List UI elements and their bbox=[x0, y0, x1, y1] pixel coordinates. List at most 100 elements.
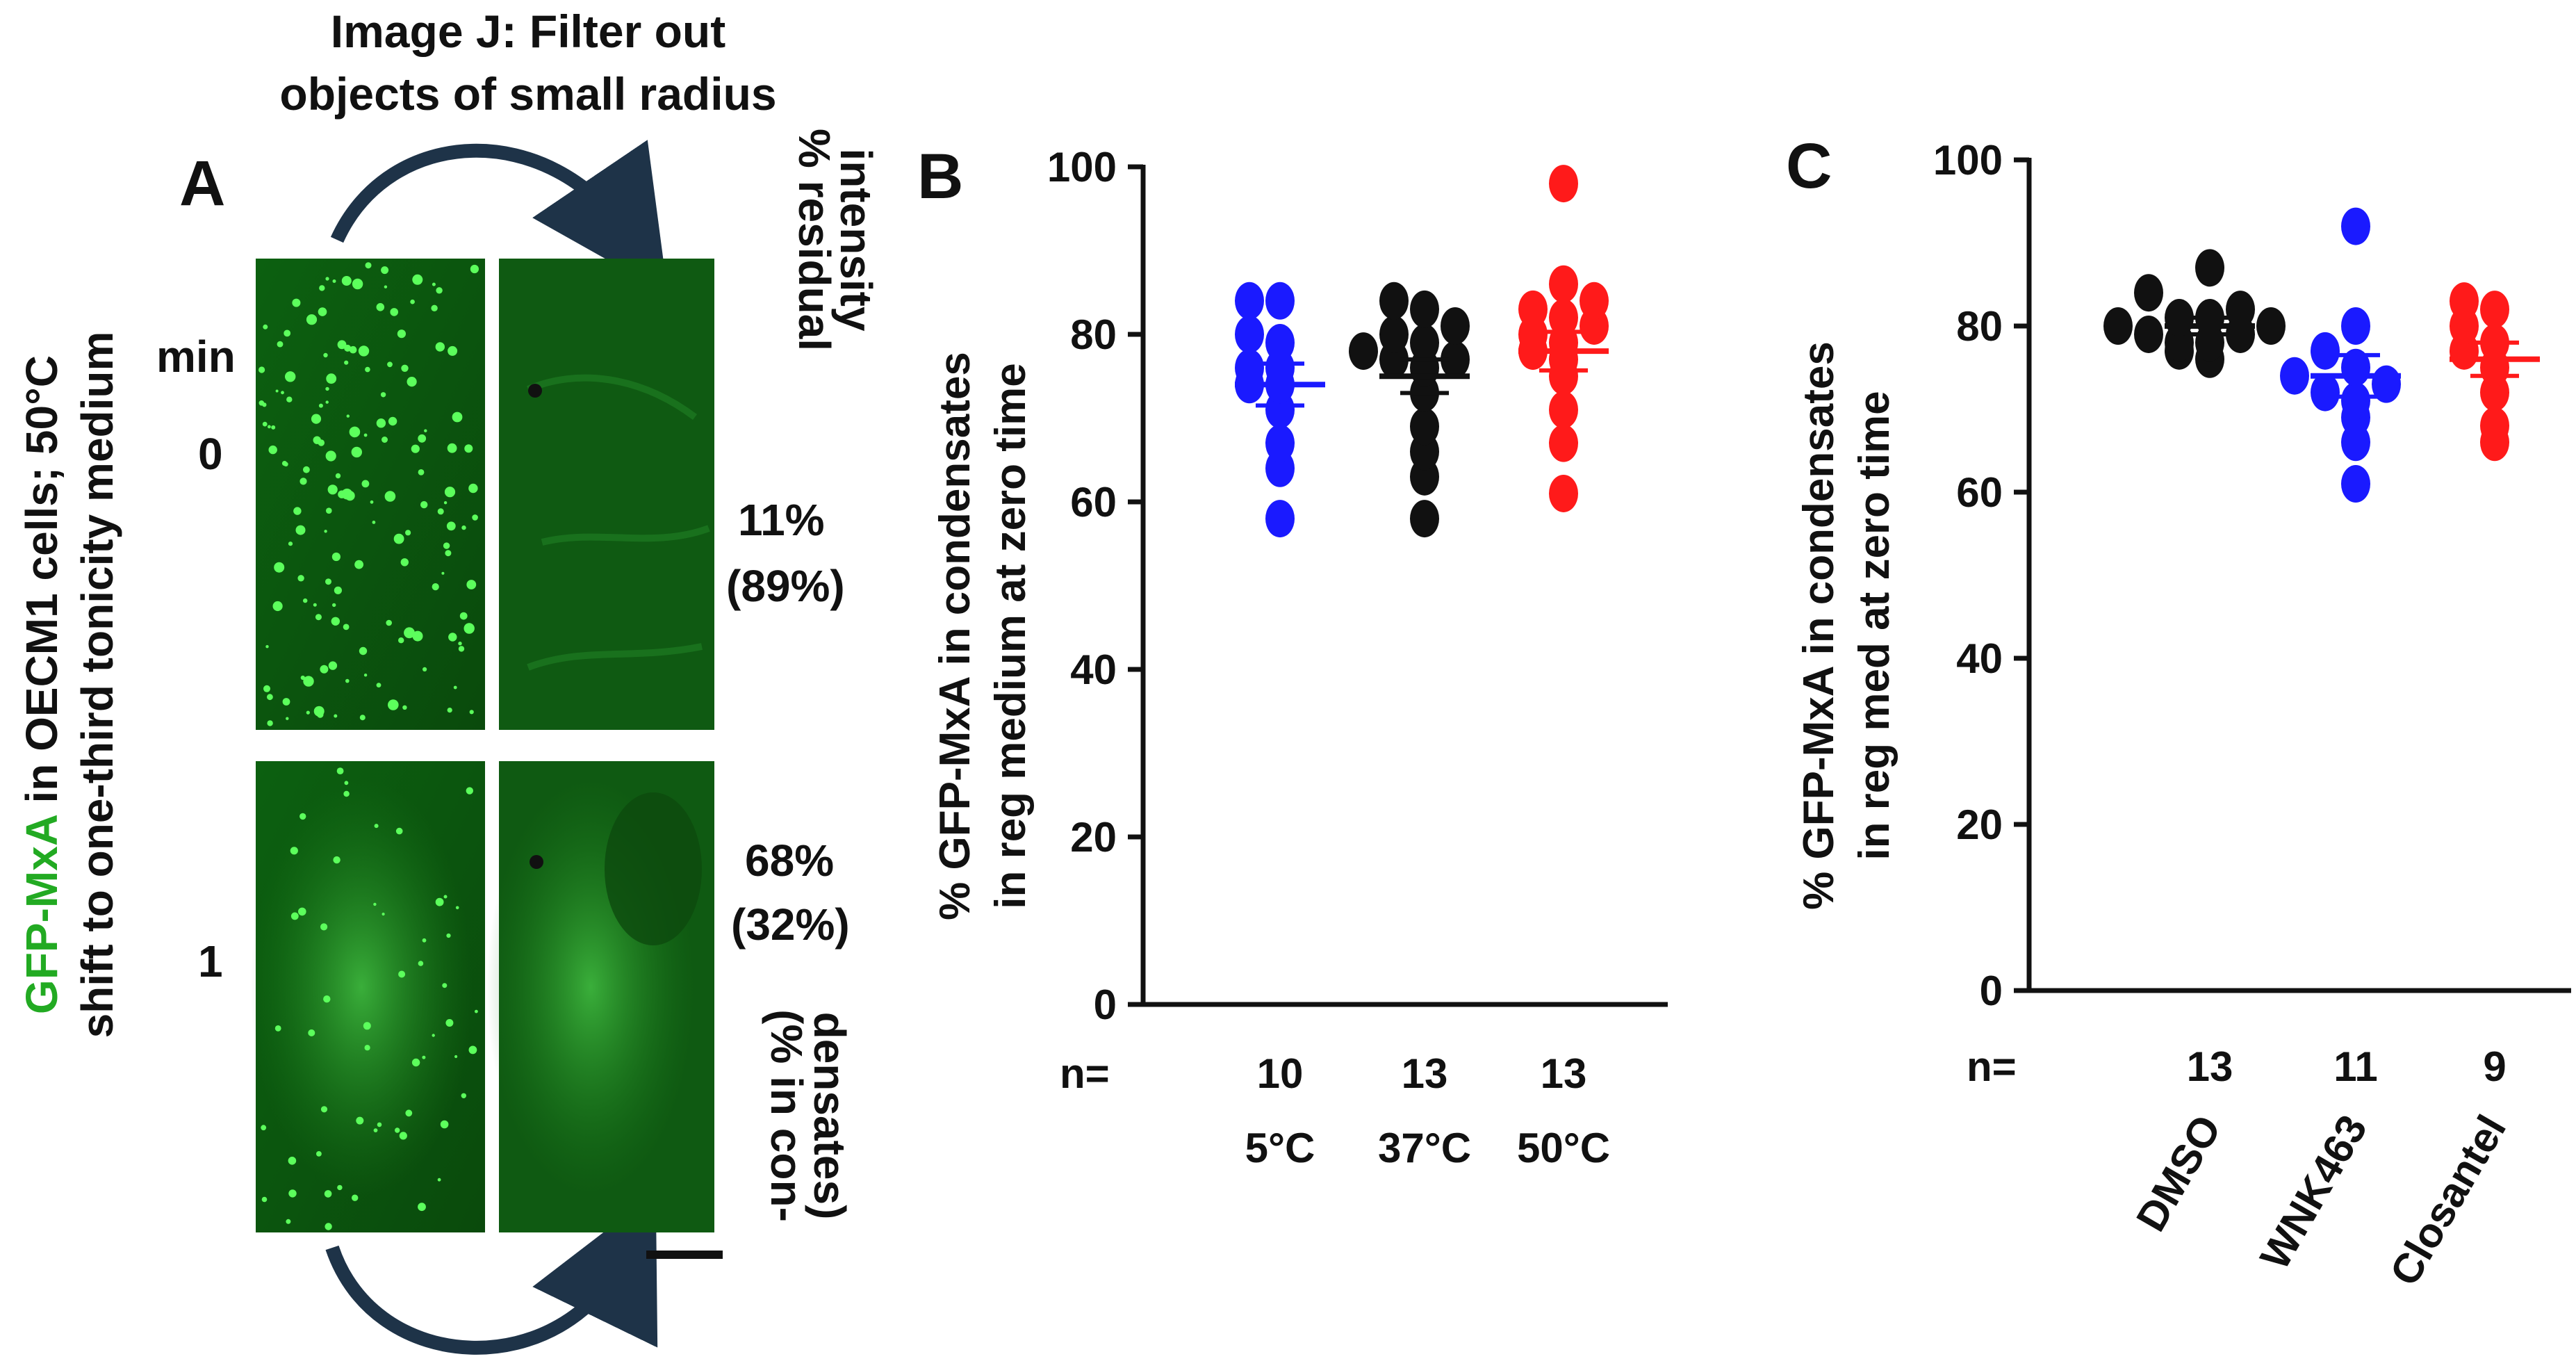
punctum bbox=[445, 1019, 454, 1027]
row1-residual: 68% bbox=[745, 836, 834, 886]
punctum bbox=[261, 1196, 268, 1203]
punctum bbox=[455, 906, 459, 910]
punctum bbox=[267, 720, 273, 726]
punctum bbox=[335, 473, 341, 479]
punctum bbox=[343, 790, 350, 797]
punctum bbox=[441, 571, 445, 575]
punctum bbox=[274, 1025, 281, 1032]
chart-c: 0 20 40 60 80 100 n= 13 DMSO 11 WNK463 9 Closantel bbox=[1933, 137, 2571, 1293]
dark-region-row1 bbox=[605, 792, 702, 945]
y-tick-label: 100 bbox=[1047, 144, 1117, 190]
data-point bbox=[2311, 332, 2340, 370]
punctum bbox=[418, 434, 427, 443]
punctum bbox=[300, 675, 305, 681]
data-point bbox=[2311, 373, 2340, 412]
punctum bbox=[341, 488, 353, 500]
punctum bbox=[265, 645, 269, 649]
punctum bbox=[424, 429, 427, 432]
n-value: 9 bbox=[2483, 1043, 2506, 1090]
top-arrow bbox=[330, 140, 668, 294]
punctum bbox=[453, 685, 457, 690]
data-point bbox=[1265, 424, 1295, 462]
gfp-mxa-green-label: GFP-MxA bbox=[17, 815, 67, 1014]
punctum bbox=[268, 445, 277, 455]
data-point bbox=[1580, 282, 1609, 320]
punctum bbox=[384, 491, 396, 502]
punctum bbox=[390, 308, 398, 316]
punctum bbox=[402, 705, 407, 710]
punctum bbox=[468, 1045, 477, 1054]
n-value: 13 bbox=[2187, 1043, 2233, 1090]
punctum bbox=[470, 264, 479, 274]
punctum bbox=[447, 708, 452, 713]
y-tick-label: 60 bbox=[1956, 469, 2003, 516]
punctum bbox=[463, 623, 475, 634]
y-tick-label: 0 bbox=[1980, 968, 2003, 1014]
data-point bbox=[1410, 324, 1439, 362]
punctum bbox=[325, 400, 329, 404]
punctum bbox=[352, 1194, 359, 1201]
marker-dot-row0 bbox=[528, 384, 542, 398]
punctum bbox=[292, 298, 301, 307]
punctum bbox=[313, 436, 321, 444]
punctum bbox=[263, 324, 268, 329]
punctum bbox=[325, 386, 329, 391]
punctum bbox=[418, 469, 425, 475]
data-point bbox=[1410, 290, 1439, 328]
punctum bbox=[286, 717, 289, 720]
punctum bbox=[376, 683, 382, 687]
punctum bbox=[331, 617, 340, 626]
panel-c-label: C bbox=[1786, 131, 1832, 202]
punctum bbox=[432, 282, 436, 286]
punctum bbox=[268, 425, 271, 429]
punctum bbox=[363, 433, 368, 437]
punctum bbox=[297, 575, 304, 582]
punctum bbox=[331, 552, 341, 562]
residual-header-line1: % residual bbox=[789, 129, 839, 351]
punctum bbox=[399, 1132, 407, 1140]
punctum bbox=[272, 601, 283, 612]
punctum bbox=[398, 970, 406, 978]
punctum bbox=[446, 933, 451, 938]
data-point bbox=[2195, 249, 2224, 287]
punctum bbox=[443, 501, 448, 505]
data-point bbox=[1379, 316, 1409, 353]
category-label: 37°C bbox=[1378, 1125, 1471, 1171]
punctum bbox=[298, 907, 306, 916]
time-0: 0 bbox=[198, 429, 223, 479]
punctum bbox=[447, 443, 457, 453]
bottom-arrow bbox=[325, 1192, 658, 1355]
punctum bbox=[361, 480, 370, 488]
punctum bbox=[328, 661, 338, 670]
punctum bbox=[411, 1058, 420, 1067]
punctum bbox=[384, 285, 388, 288]
punctum bbox=[306, 314, 318, 325]
punctum bbox=[300, 478, 307, 485]
punctum bbox=[437, 508, 444, 515]
punctum bbox=[337, 1184, 343, 1191]
punctum bbox=[319, 285, 325, 291]
punctum bbox=[344, 781, 349, 785]
residual-header-line2: intensity bbox=[831, 148, 881, 332]
punctum bbox=[281, 461, 288, 466]
punctum bbox=[418, 1203, 426, 1212]
punctum bbox=[365, 366, 370, 373]
punctum bbox=[303, 676, 314, 687]
punctum bbox=[373, 902, 377, 906]
ylabel-rest: in OECM1 cells; 50°C bbox=[17, 355, 67, 815]
data-point bbox=[1235, 316, 1264, 353]
data-point bbox=[1549, 424, 1578, 462]
punctum bbox=[315, 614, 322, 621]
punctum bbox=[448, 345, 458, 356]
y-tick-label: 0 bbox=[1094, 982, 1117, 1028]
punctum bbox=[356, 1116, 364, 1125]
panel-c-ylabel-line2: in reg med at zero time bbox=[1851, 391, 1898, 860]
data-point bbox=[1549, 474, 1578, 512]
punctum bbox=[382, 437, 388, 443]
punctum bbox=[290, 912, 299, 920]
n-value: 11 bbox=[2333, 1043, 2377, 1090]
punctum bbox=[282, 698, 290, 706]
punctum bbox=[373, 1128, 378, 1132]
punctum bbox=[461, 525, 466, 530]
category-label: 50°C bbox=[1517, 1125, 1610, 1171]
